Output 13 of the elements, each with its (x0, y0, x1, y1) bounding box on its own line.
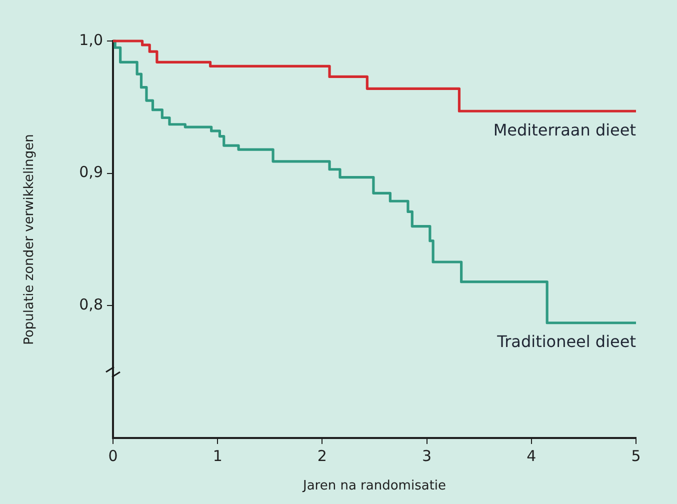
x-tick-label: 0 (108, 446, 118, 465)
x-tick-label: 1 (212, 446, 222, 465)
y-axis-title: Populatie zonder verwikkelingen (22, 134, 38, 345)
x-tick-label: 5 (631, 446, 641, 465)
y-tick-label: 0,8 (79, 296, 103, 314)
x-tick-label: 4 (526, 446, 536, 465)
series-label: Traditioneel dieet (496, 332, 636, 352)
x-axis-title: Jaren na randomisatie (302, 478, 446, 494)
series-label: Mediterraan dieet (493, 120, 636, 140)
x-tick-label: 2 (317, 446, 327, 465)
y-tick-label: 1,0 (79, 30, 103, 49)
x-tick-label: 3 (422, 446, 432, 465)
y-tick-label: 0,9 (79, 163, 103, 182)
